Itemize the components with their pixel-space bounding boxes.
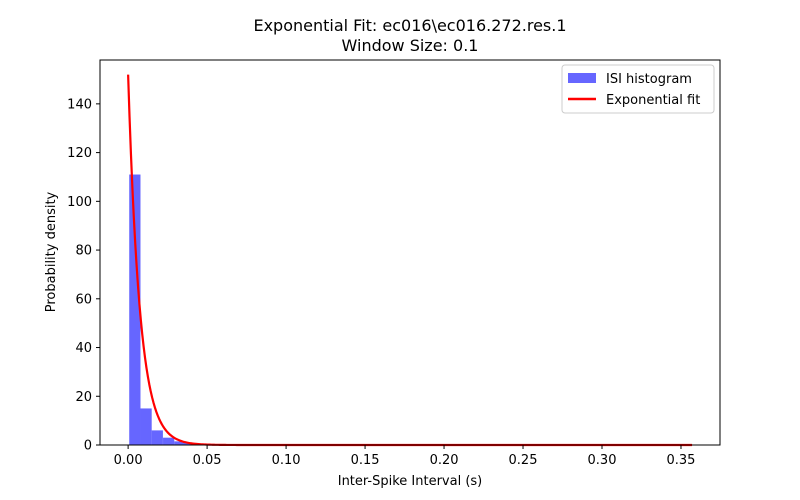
legend-label-histogram: ISI histogram (606, 72, 692, 87)
histogram-bar (174, 441, 186, 445)
x-tick-label: 0.35 (667, 453, 696, 468)
y-tick-label: 20 (75, 390, 92, 405)
legend: ISI histogram Exponential fit (561, 64, 715, 114)
x-axis-label: Inter-Spike Interval (s) (338, 474, 483, 489)
y-axis-label: Probability density (44, 191, 59, 312)
histogram-bar (129, 174, 141, 445)
y-tick-label: 60 (75, 292, 92, 307)
y-tick-label: 120 (67, 146, 92, 161)
plot-frame (99, 59, 721, 446)
legend-swatch-histogram (568, 73, 596, 83)
x-tick-label: 0.05 (193, 453, 222, 468)
y-tick-label: 100 (67, 195, 92, 210)
y-axis-ticks: 0 20 40 60 80 100 120 140 (67, 97, 100, 454)
x-tick-label: 0.00 (114, 453, 143, 468)
x-tick-label: 0.20 (430, 453, 459, 468)
chart-subtitle: Window Size: 0.1 (342, 36, 479, 55)
x-tick-label: 0.25 (509, 453, 538, 468)
y-tick-label: 80 (75, 244, 92, 259)
histogram-bar (163, 437, 175, 445)
histogram-bar (151, 430, 163, 445)
x-tick-label: 0.30 (588, 453, 617, 468)
histogram-bar (140, 408, 152, 445)
y-tick-label: 40 (75, 341, 92, 356)
x-tick-label: 0.10 (272, 453, 301, 468)
x-axis-ticks: 0.00 0.05 0.10 0.15 0.20 0.25 0.30 0.35 (114, 445, 696, 468)
legend-box (561, 64, 715, 114)
y-tick-label: 0 (84, 439, 92, 454)
chart-title: Exponential Fit: ec016\ec016.272.res.1 (253, 16, 566, 35)
legend-label-fit: Exponential fit (606, 93, 700, 108)
y-tick-label: 140 (67, 97, 92, 112)
x-tick-label: 0.15 (351, 453, 380, 468)
